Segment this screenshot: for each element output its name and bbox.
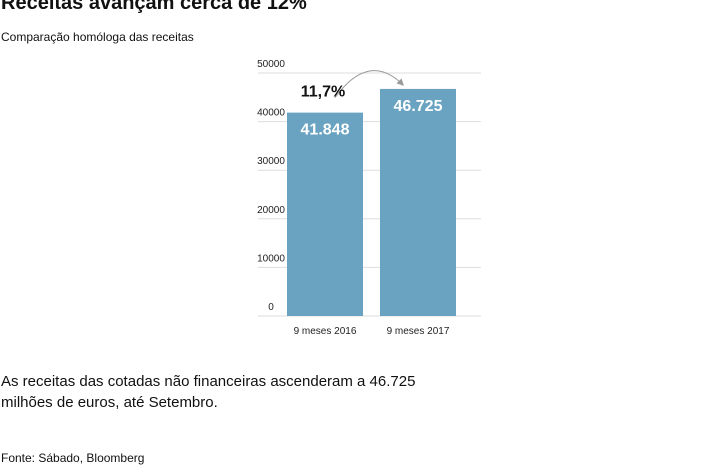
bar — [287, 112, 363, 317]
y-axis-ticks: 0 10000 20000 30000 40000 50000 — [257, 59, 285, 313]
chart-subtitle: Comparação homóloga das receitas — [1, 30, 194, 44]
chart-source: Fonte: Sábado, Bloomberg — [1, 451, 145, 465]
chart-title: Receitas avançam cerca de 12% — [1, 0, 307, 14]
y-tick-label: 10000 — [257, 253, 285, 264]
growth-annotation: 11,7% — [301, 84, 345, 101]
growth-arrow — [334, 70, 404, 98]
bar — [380, 88, 456, 316]
bar-value-label: 41.848 — [301, 122, 350, 139]
bar-value-label: 46.725 — [394, 98, 443, 115]
y-tick-label: 20000 — [257, 205, 285, 216]
y-tick-label: 50000 — [257, 59, 285, 70]
chart-note: As receitas das cotadas não financeiras … — [1, 373, 416, 411]
y-tick-label: 40000 — [257, 108, 285, 119]
bars: 41.848 46.725 — [287, 88, 456, 317]
y-tick-label: 30000 — [257, 156, 285, 167]
x-tick-label: 9 meses 2016 — [294, 326, 357, 337]
y-tick-label: 0 — [268, 302, 274, 313]
x-axis-ticks: 9 meses 2016 9 meses 2017 — [294, 326, 450, 337]
x-tick-label: 9 meses 2017 — [387, 326, 450, 337]
